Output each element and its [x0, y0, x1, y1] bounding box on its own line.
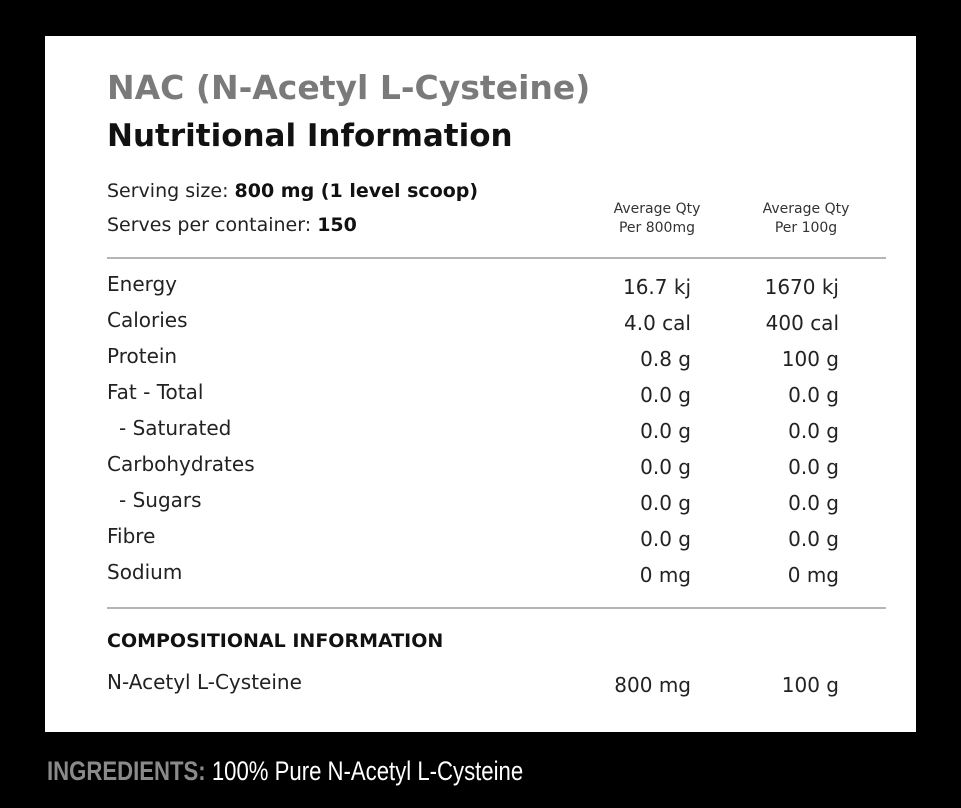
divider: [107, 607, 886, 609]
row-value: 0.0 g: [788, 419, 839, 443]
row-value: 0.0 g: [788, 527, 839, 551]
row-value: 100 g: [781, 347, 839, 371]
row-value: 0.0 g: [788, 383, 839, 407]
row-value: 4.0 cal: [624, 311, 691, 335]
serves-per-container: Serves per container: 150: [107, 214, 357, 236]
row-label: Energy: [107, 272, 178, 296]
column-header: Average Qty: [613, 201, 701, 217]
row-value: 800 mg: [614, 673, 691, 697]
serving-size: Serving size: 800 mg (1 level scoop): [107, 180, 478, 202]
row-label: Carbohydrates: [107, 452, 255, 476]
row-value: 0.0 g: [640, 491, 691, 515]
serving-size-value: 800 mg (1 level scoop): [234, 180, 479, 202]
row-value: 1670 kj: [764, 275, 839, 299]
row-label: Fat - Total: [107, 380, 204, 404]
column-header: Per 800mg: [618, 220, 695, 236]
row-value: 400 cal: [765, 311, 839, 335]
column-header: Per 100g: [774, 220, 838, 236]
ingredients-text: 100% Pure N-Acetyl L-Cysteine: [211, 756, 524, 786]
row-value: 0.0 g: [788, 491, 839, 515]
serves-value: 150: [317, 214, 357, 236]
serving-size-label: Serving size:: [107, 180, 229, 202]
row-label: - Sugars: [119, 488, 202, 512]
product-title: NAC (N-Acetyl L-Cysteine): [107, 68, 591, 107]
row-label: Fibre: [107, 524, 156, 548]
row-label: Sodium: [107, 560, 183, 584]
column-header: Average Qty: [762, 201, 850, 217]
section-title: Nutritional Information: [107, 118, 513, 154]
row-value: 0.0 g: [640, 419, 691, 443]
row-label: - Saturated: [119, 416, 232, 440]
serves-label: Serves per container:: [107, 214, 312, 236]
row-label: N-Acetyl L-Cysteine: [107, 670, 302, 694]
row-value: 0.0 g: [640, 455, 691, 479]
row-value: 0.0 g: [640, 383, 691, 407]
row-label: Protein: [107, 344, 178, 368]
row-value: 0.0 g: [788, 455, 839, 479]
row-label: Calories: [107, 308, 188, 332]
row-value: 0 mg: [787, 563, 839, 587]
label-panel: NAC (N-Acetyl L-Cysteine) Nutritional In…: [45, 36, 916, 732]
row-value: 100 g: [781, 673, 839, 697]
ingredients: INGREDIENTS: 100% Pure N-Acetyl L-Cystei…: [47, 756, 523, 787]
row-value: 16.7 kj: [622, 275, 691, 299]
composition-title: COMPOSITIONAL INFORMATION: [107, 630, 444, 652]
divider: [107, 257, 886, 259]
row-value: 0.0 g: [640, 527, 691, 551]
row-value: 0.8 g: [640, 347, 691, 371]
row-value: 0 mg: [639, 563, 691, 587]
ingredients-label: INGREDIENTS:: [47, 756, 206, 786]
